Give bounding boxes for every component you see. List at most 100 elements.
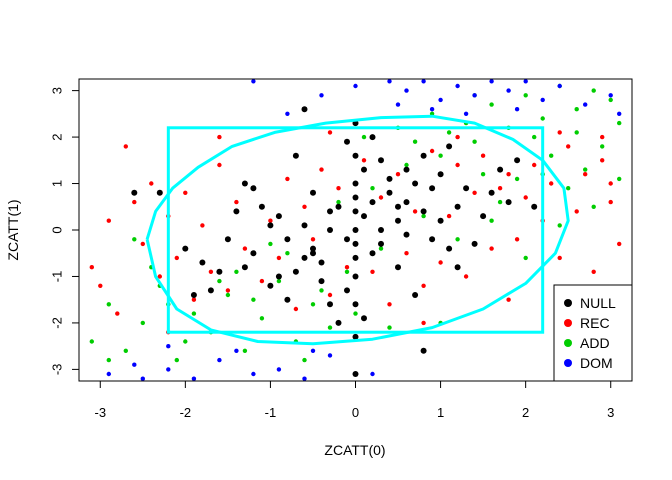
- point-rec-20: [268, 218, 273, 223]
- point-null-58: [361, 315, 367, 322]
- x-tick-label: 3: [607, 405, 614, 420]
- point-add-57: [455, 237, 460, 242]
- point-rec-54: [566, 144, 571, 149]
- x-tick-label: 2: [522, 405, 529, 420]
- point-rec-34: [395, 172, 401, 177]
- point-null-39: [224, 236, 231, 243]
- point-rec-40: [446, 213, 452, 219]
- point-null-4: [327, 208, 333, 215]
- point-rec-53: [557, 255, 562, 261]
- point-rec-52: [549, 181, 554, 186]
- point-null-47: [233, 208, 240, 215]
- point-null-78: [352, 208, 359, 215]
- point-add-21: [370, 186, 375, 191]
- point-add-15: [344, 269, 350, 274]
- point-rec-68: [421, 320, 426, 326]
- point-null-48: [403, 231, 410, 238]
- point-rec-14: [217, 162, 222, 168]
- point-null-32: [378, 157, 384, 164]
- point-rec-13: [208, 269, 214, 274]
- point-null-11: [344, 287, 350, 294]
- point-rec-25: [310, 237, 316, 242]
- point-rec-55: [574, 209, 579, 214]
- point-null-30: [446, 245, 453, 252]
- point-rec-35: [404, 251, 409, 256]
- point-rec-28: [336, 186, 341, 191]
- y-tick-label: 1: [49, 180, 64, 187]
- point-add-2: [123, 348, 128, 353]
- threshold-rectangle: [166, 126, 545, 334]
- point-dom-7: [302, 376, 307, 381]
- point-add-8: [225, 292, 231, 298]
- series-dom: [106, 79, 622, 381]
- point-dom-15: [472, 93, 477, 98]
- point-null-10: [361, 166, 367, 173]
- point-add-18: [268, 241, 273, 247]
- point-null-44: [420, 152, 427, 159]
- point-null-18: [420, 208, 427, 215]
- point-rec-43: [472, 190, 477, 195]
- point-add-39: [514, 176, 520, 182]
- point-dom-34: [617, 111, 622, 117]
- point-dom-26: [251, 79, 256, 84]
- point-add-17: [234, 269, 239, 274]
- point-add-56: [421, 213, 426, 219]
- point-dom-10: [387, 79, 392, 84]
- point-add-20: [336, 199, 341, 205]
- y-tick-label: -1: [49, 271, 64, 283]
- point-null-34: [395, 264, 401, 271]
- point-rec-33: [387, 302, 392, 307]
- point-add-28: [608, 97, 613, 103]
- point-null-54: [386, 189, 393, 196]
- point-add-64: [302, 357, 307, 363]
- point-rec-42: [463, 274, 469, 279]
- point-null-71: [250, 185, 257, 192]
- point-null-15: [352, 301, 359, 308]
- point-rec-48: [514, 237, 520, 242]
- x-axis-label: ZCATT(0): [324, 442, 385, 458]
- point-rec-67: [327, 130, 333, 135]
- point-dom-17: [506, 88, 511, 93]
- point-null-62: [429, 185, 436, 192]
- point-null-77: [310, 250, 316, 257]
- point-null-66: [378, 227, 384, 233]
- point-rec-64: [123, 144, 128, 149]
- point-rec-26: [319, 167, 324, 172]
- point-null-12: [352, 194, 359, 201]
- point-null-5: [378, 240, 384, 247]
- point-rec-44: [480, 153, 486, 158]
- point-null-8: [352, 180, 359, 187]
- y-tick-label: -2: [49, 317, 64, 329]
- point-null-41: [335, 319, 342, 326]
- point-add-11: [276, 278, 282, 284]
- point-null-49: [301, 222, 308, 229]
- point-null-69: [352, 333, 359, 340]
- point-null-45: [284, 296, 291, 303]
- point-rec-59: [608, 199, 613, 205]
- point-rec-0: [89, 265, 95, 270]
- point-null-33: [327, 301, 333, 308]
- point-null-83: [301, 106, 308, 113]
- point-rec-29: [344, 265, 350, 270]
- point-add-41: [480, 172, 486, 177]
- point-null-80: [403, 166, 410, 173]
- point-rec-66: [455, 134, 460, 140]
- point-null-28: [429, 236, 436, 243]
- point-dom-2: [166, 367, 171, 372]
- point-add-45: [412, 139, 418, 144]
- point-null-7: [310, 245, 316, 252]
- point-null-84: [241, 180, 248, 187]
- point-rec-50: [532, 162, 537, 168]
- point-rec-21: [276, 255, 282, 261]
- point-null-74: [514, 157, 521, 164]
- point-dom-25: [285, 111, 290, 117]
- y-tick-label: 0: [49, 226, 64, 233]
- point-dom-13: [438, 97, 443, 103]
- point-rec-17: [242, 246, 248, 251]
- point-add-36: [566, 186, 571, 191]
- point-rec-10: [183, 190, 188, 195]
- point-null-24: [386, 175, 393, 182]
- point-add-3: [140, 320, 145, 326]
- point-null-52: [505, 199, 512, 206]
- point-null-57: [267, 282, 274, 289]
